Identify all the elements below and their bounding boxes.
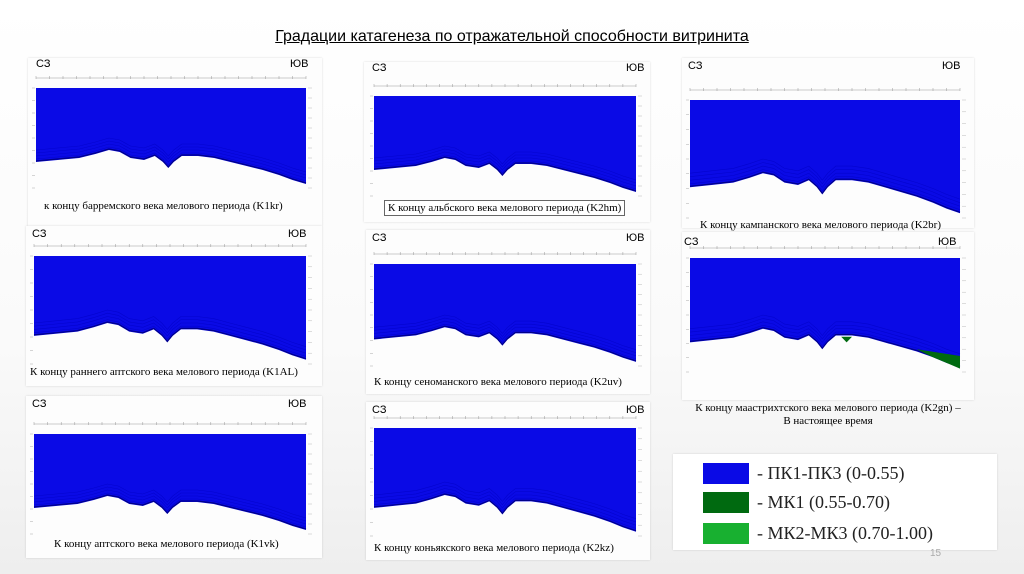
section-panel-albian: СЗ ЮВ К концу альбского века мелового пе… bbox=[364, 62, 650, 222]
section-plot bbox=[370, 84, 642, 197]
northwest-label: СЗ bbox=[372, 62, 387, 74]
mk1-zone bbox=[841, 336, 852, 343]
section-caption: К концу сеноманского века мелового перио… bbox=[374, 376, 622, 388]
section-panel-early-aptian: СЗ ЮВ К концу раннего аптского века мело… bbox=[26, 226, 322, 386]
section-caption: К концу альбского века мелового периода … bbox=[384, 200, 626, 216]
northwest-label: СЗ bbox=[684, 236, 699, 248]
northwest-label: СЗ bbox=[32, 228, 47, 240]
section-panel-aptian: СЗ ЮВ К концу аптского века мелового пер… bbox=[26, 396, 322, 558]
section-plot bbox=[370, 416, 642, 537]
section-caption-line2: В настоящее время bbox=[783, 415, 873, 427]
section-plot bbox=[30, 244, 312, 365]
sediment-fill bbox=[690, 258, 960, 368]
section-caption: к концу барремского века мелового период… bbox=[44, 200, 283, 212]
section-panel-campanian: СЗ ЮВ К концу кампанского века мелового … bbox=[682, 58, 974, 231]
legend-swatch bbox=[703, 491, 749, 513]
slide-title: Градации катагенеза по отражательной спо… bbox=[275, 28, 749, 45]
legend: - ПК1-ПК3 (0-0.55) - МК1 (0.55-0.70) - М… bbox=[673, 454, 997, 550]
sediment-fill bbox=[374, 96, 636, 192]
section-panel-barremian: СЗ ЮВ к концу барремского века мелового … bbox=[28, 58, 322, 226]
mk1-zone bbox=[916, 349, 960, 369]
sediment-fill bbox=[36, 88, 306, 184]
southeast-label: ЮВ bbox=[288, 398, 307, 410]
legend-label: - МК2-МК3 (0.70-1.00) bbox=[757, 522, 933, 543]
legend-label: - ПК1-ПК3 (0-0.55) bbox=[757, 462, 905, 483]
legend-swatch bbox=[703, 462, 749, 484]
southeast-label: ЮВ bbox=[288, 228, 307, 240]
northwest-label: СЗ bbox=[372, 404, 387, 416]
sediment-fill bbox=[690, 100, 960, 214]
section-caption: К концу аптского века мелового периода (… bbox=[54, 538, 279, 550]
sediment-fill bbox=[34, 434, 306, 530]
northwest-label: СЗ bbox=[36, 58, 51, 70]
sediment-fill bbox=[34, 256, 306, 360]
southeast-label: ЮВ bbox=[942, 60, 961, 72]
legend-item-mk1: - МК1 (0.55-0.70) bbox=[703, 491, 890, 513]
southeast-label: ЮВ bbox=[626, 232, 645, 244]
northwest-label: СЗ bbox=[688, 60, 703, 72]
section-caption: К концу раннего аптского века мелового п… bbox=[30, 366, 298, 378]
legend-label: - МК1 (0.55-0.70) bbox=[757, 491, 890, 512]
section-panel-maastrichtian: СЗ ЮВ bbox=[682, 232, 974, 400]
section-plot bbox=[32, 76, 312, 189]
section-panel-cenomanian: СЗ ЮВ К концу сеноманского века мелового… bbox=[366, 230, 650, 394]
section-caption: К концу коньякского века мелового период… bbox=[374, 542, 614, 554]
section-plot bbox=[686, 246, 966, 373]
section-plot bbox=[370, 252, 642, 367]
section-caption-maastrichtian: К концу маастрихтского века мелового пер… bbox=[682, 402, 974, 428]
section-caption-line1: К концу маастрихтского века мелового пер… bbox=[695, 402, 961, 414]
page-number: 15 bbox=[930, 548, 942, 559]
northwest-label: СЗ bbox=[32, 398, 47, 410]
northwest-label: СЗ bbox=[372, 232, 387, 244]
southeast-label: ЮВ bbox=[626, 404, 645, 416]
legend-item-mk2-mk3: - МК2-МК3 (0.70-1.00) bbox=[703, 522, 933, 544]
section-panel-coniacian: СЗ ЮВ К концу коньякского века мелового … bbox=[366, 402, 650, 560]
section-plot bbox=[686, 88, 966, 219]
legend-item-pk: - ПК1-ПК3 (0-0.55) bbox=[703, 462, 904, 484]
sediment-fill bbox=[374, 264, 636, 362]
sediment-fill bbox=[374, 428, 636, 532]
section-plot bbox=[30, 422, 312, 535]
section-caption: К концу кампанского века мелового период… bbox=[700, 219, 941, 231]
southeast-label: ЮВ bbox=[290, 58, 309, 70]
southeast-label: ЮВ bbox=[938, 236, 957, 248]
legend-swatch bbox=[703, 522, 749, 544]
southeast-label: ЮВ bbox=[626, 62, 645, 74]
